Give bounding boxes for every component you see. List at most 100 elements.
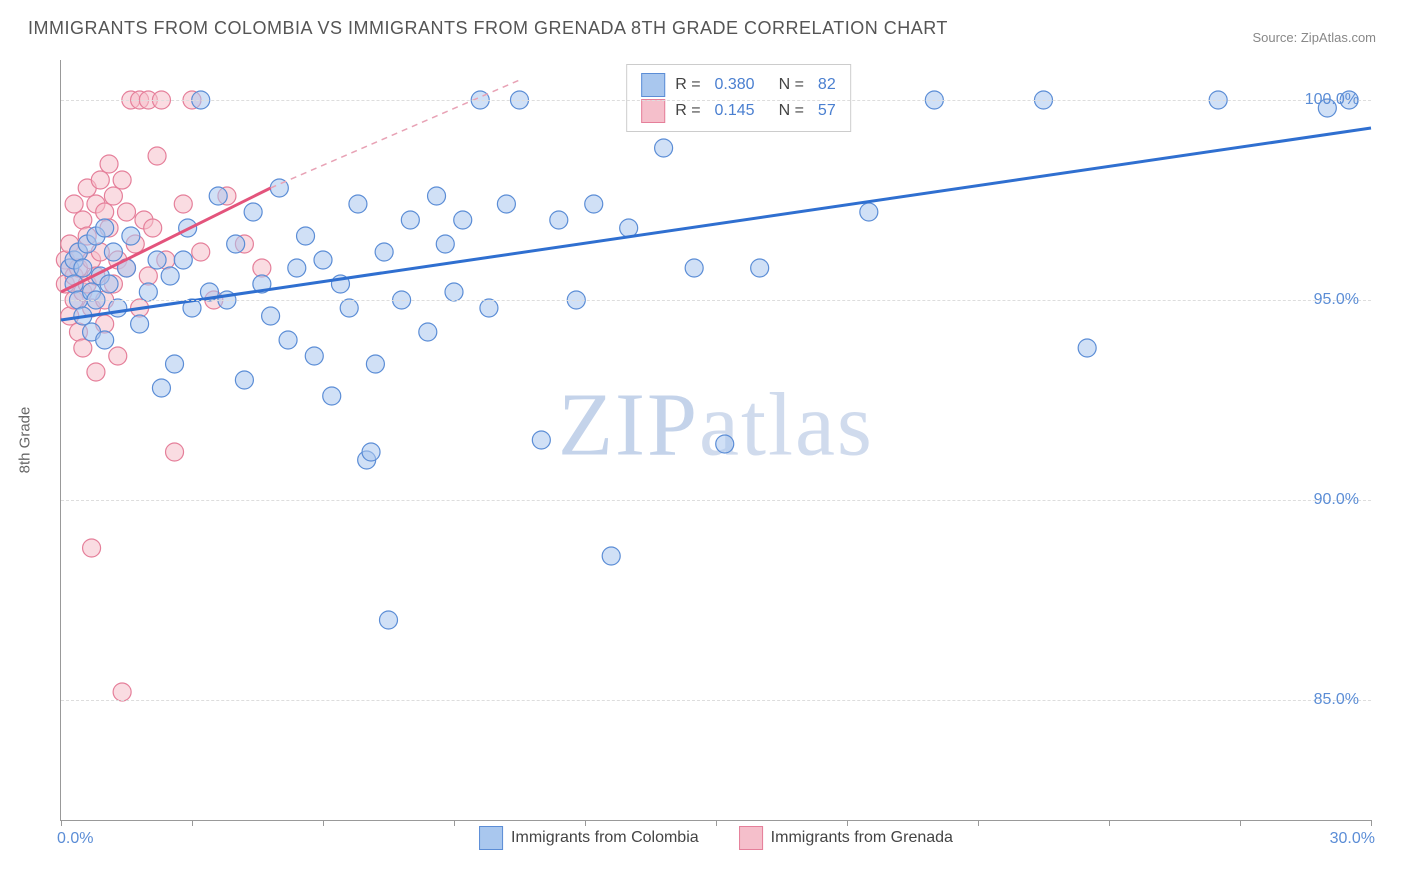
correlation-legend: R = 0.380 N = 82 R = 0.145 N = 57 xyxy=(626,64,851,132)
data-point xyxy=(340,299,358,317)
data-point xyxy=(113,171,131,189)
y-axis-label: 8th Grade xyxy=(17,407,34,474)
x-tick xyxy=(847,820,848,826)
data-point xyxy=(497,195,515,213)
data-point xyxy=(109,347,127,365)
x-tick xyxy=(585,820,586,826)
x-tick xyxy=(978,820,979,826)
data-point xyxy=(100,155,118,173)
data-point xyxy=(323,387,341,405)
legend-r-label: R = xyxy=(675,102,700,120)
data-point xyxy=(532,431,550,449)
legend-swatch xyxy=(641,73,665,97)
legend-swatch xyxy=(479,826,503,850)
legend-n-label: N = xyxy=(779,102,804,120)
data-point xyxy=(288,259,306,277)
data-point xyxy=(401,211,419,229)
y-tick-label: 95.0% xyxy=(1314,291,1359,309)
data-point xyxy=(118,203,136,221)
data-point xyxy=(148,251,166,269)
data-point xyxy=(74,339,92,357)
x-max-label: 30.0% xyxy=(1330,830,1375,848)
data-point xyxy=(375,243,393,261)
data-point xyxy=(161,267,179,285)
legend-swatch xyxy=(739,826,763,850)
data-point xyxy=(166,355,184,373)
data-point xyxy=(860,203,878,221)
data-point xyxy=(65,195,83,213)
gridline xyxy=(61,300,1371,301)
series-legend-item: Immigrants from Colombia xyxy=(479,826,699,850)
data-point xyxy=(104,243,122,261)
y-tick-label: 85.0% xyxy=(1314,691,1359,709)
x-tick xyxy=(192,820,193,826)
legend-swatch xyxy=(641,99,665,123)
legend-r-value: 0.380 xyxy=(715,76,755,94)
data-point xyxy=(480,299,498,317)
data-point xyxy=(96,219,114,237)
data-point xyxy=(74,259,92,277)
data-point xyxy=(602,547,620,565)
data-point xyxy=(83,539,101,557)
data-point xyxy=(454,211,472,229)
data-point xyxy=(366,355,384,373)
data-point xyxy=(174,195,192,213)
chart-title: IMMIGRANTS FROM COLOMBIA VS IMMIGRANTS F… xyxy=(28,18,948,39)
gridline xyxy=(61,100,1371,101)
x-tick xyxy=(1240,820,1241,826)
data-point xyxy=(620,219,638,237)
chart-svg xyxy=(61,60,1371,820)
data-point xyxy=(445,283,463,301)
data-point xyxy=(131,315,149,333)
x-min-label: 0.0% xyxy=(57,830,93,848)
data-point xyxy=(685,259,703,277)
legend-n-label: N = xyxy=(779,76,804,94)
gridline xyxy=(61,700,1371,701)
data-point xyxy=(109,299,127,317)
data-point xyxy=(96,331,114,349)
data-point xyxy=(166,443,184,461)
data-point xyxy=(144,219,162,237)
legend-row: R = 0.380 N = 82 xyxy=(641,73,836,97)
data-point xyxy=(279,331,297,349)
legend-n-value: 57 xyxy=(818,102,836,120)
data-point xyxy=(139,283,157,301)
data-point xyxy=(262,307,280,325)
data-point xyxy=(174,251,192,269)
plot-area: 8th Grade ZIPatlas R =0.380N =82R =0.145… xyxy=(60,60,1371,821)
data-point xyxy=(349,195,367,213)
legend-r-value: 0.145 xyxy=(715,102,755,120)
x-tick xyxy=(716,820,717,826)
legend-r-label: R = xyxy=(675,76,700,94)
data-point xyxy=(209,187,227,205)
data-point xyxy=(419,323,437,341)
data-point xyxy=(297,227,315,245)
data-point xyxy=(139,267,157,285)
data-point xyxy=(655,139,673,157)
data-point xyxy=(113,683,131,701)
source-label: Source: ZipAtlas.com xyxy=(1252,30,1376,45)
data-point xyxy=(74,211,92,229)
trend-line xyxy=(61,128,1371,320)
data-point xyxy=(751,259,769,277)
data-point xyxy=(314,251,332,269)
y-tick-label: 100.0% xyxy=(1305,91,1359,109)
x-tick xyxy=(1109,820,1110,826)
series-name: Immigrants from Grenada xyxy=(771,829,953,847)
x-tick xyxy=(1371,820,1372,826)
legend-n-value: 82 xyxy=(818,76,836,94)
x-tick xyxy=(323,820,324,826)
data-point xyxy=(122,227,140,245)
data-point xyxy=(87,363,105,381)
data-point xyxy=(428,187,446,205)
data-point xyxy=(148,147,166,165)
data-point xyxy=(235,371,253,389)
data-point xyxy=(550,211,568,229)
data-point xyxy=(716,435,734,453)
data-point xyxy=(91,171,109,189)
data-point xyxy=(100,275,118,293)
data-point xyxy=(362,443,380,461)
data-point xyxy=(253,259,271,277)
gridline xyxy=(61,500,1371,501)
data-point xyxy=(227,235,245,253)
